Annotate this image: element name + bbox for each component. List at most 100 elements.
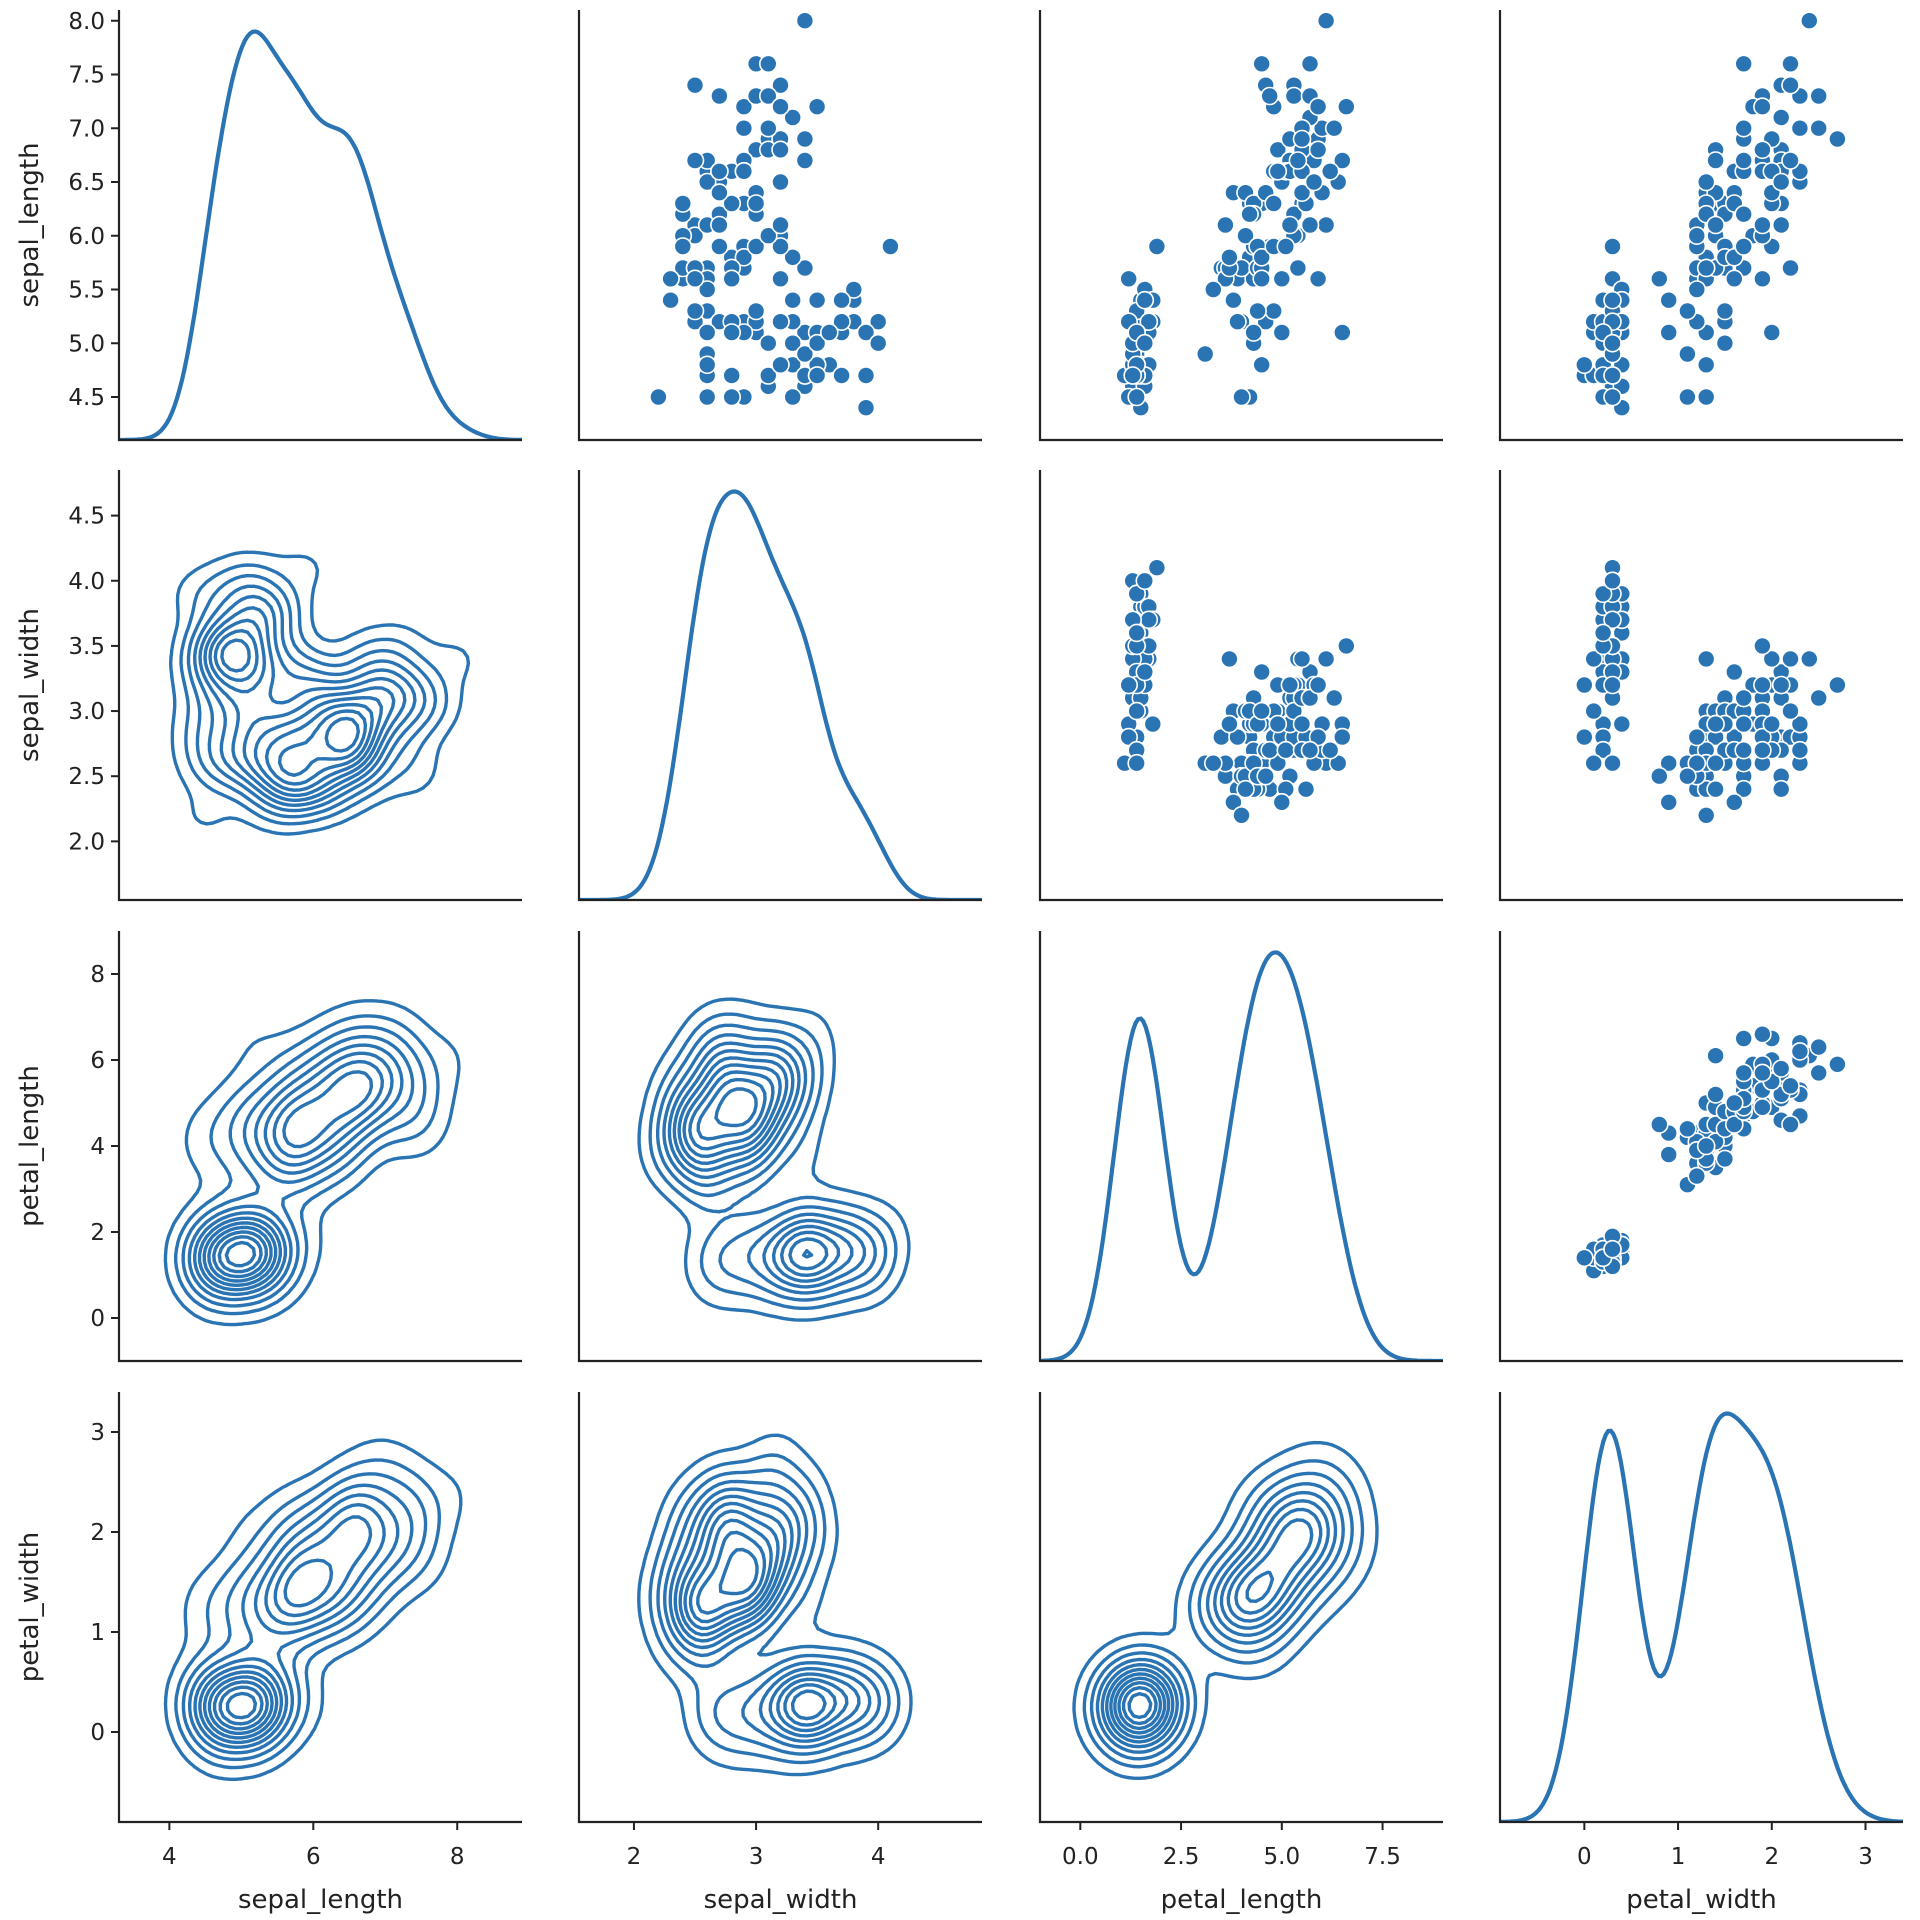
kde-contour-level-4 [198, 594, 417, 807]
scatter-point [758, 86, 778, 106]
panel-sepal_length-vs-sepal_length: 4.5 5.0 5.5 6.0 6.5 7.0 7.5 8.0 sepal_length [15, 9, 522, 442]
scatter-point [771, 312, 790, 332]
kde-contour-level-5 [198, 1503, 386, 1745]
scatter-point [1135, 571, 1155, 591]
scatter-point [1264, 301, 1283, 321]
scatter-point [1753, 1098, 1772, 1117]
scatter-point [1575, 1248, 1594, 1268]
scatter-point [685, 75, 705, 95]
axis-spines [117, 931, 522, 1363]
kde-contour-level-5 [197, 1051, 394, 1292]
kde-contour-level-9 [696, 1077, 767, 1141]
scatter-point [649, 387, 668, 407]
scatter-point [1575, 355, 1594, 375]
scatter-point [832, 312, 851, 332]
scatter-point [673, 194, 693, 213]
scatter-point [1725, 662, 1744, 682]
scatter-point [697, 355, 717, 375]
kde-contour-level-7 [207, 1558, 334, 1735]
kde-contour-level-9 [1121, 1686, 1158, 1726]
scatter-point [783, 333, 803, 353]
scatter-point [1276, 740, 1296, 760]
scatter-point [1706, 1046, 1725, 1065]
kde-contour-level-3 [662, 1033, 877, 1295]
panel-petal_width-vs-petal_length: 0.0 2.5 5.0 7.5 petal_length [1038, 1392, 1443, 1915]
kde-contour-level-0 [637, 997, 911, 1322]
kde-contour-level-0 [169, 550, 471, 836]
scatter-point [1324, 118, 1344, 138]
scatter-point [758, 366, 778, 385]
scatter-point [1603, 753, 1622, 773]
x-tick-label: 4 [871, 1844, 886, 1870]
kde-contour-level-10 [224, 1240, 257, 1268]
scatter-point [1333, 727, 1352, 747]
panel-body [1072, 1440, 1379, 1780]
axis-spines [577, 470, 982, 902]
kde-contour-level-10 [324, 716, 360, 753]
scatter-point [1337, 97, 1356, 116]
x-tick-label: 5.0 [1264, 1844, 1301, 1870]
scatter-point [771, 237, 790, 256]
scatter-point [771, 172, 790, 192]
scatter-point [1264, 194, 1283, 213]
scatter-point [1244, 323, 1263, 342]
scatter-point [1272, 323, 1292, 342]
scatter-point [1650, 269, 1669, 289]
kde-contour-level-1 [174, 1458, 441, 1770]
y-tick-label: 2.0 [68, 829, 105, 855]
scatter-point [795, 258, 815, 278]
scatter-point [1687, 753, 1707, 773]
scatter-point [1584, 701, 1603, 721]
panel-petal_length-vs-sepal_length: 0 2 4 6 8 petal_length [15, 931, 522, 1363]
scatter-point [1127, 701, 1146, 721]
axis-spines [577, 10, 982, 442]
y-axis-label: sepal_length [15, 142, 45, 307]
kde-contour-level-0 [1072, 1440, 1379, 1780]
x-tick-label: 2.5 [1163, 1844, 1200, 1870]
y-tick-label: 5.5 [68, 278, 105, 304]
panel-petal_width-vs-sepal_width: 2 3 4 sepal_width [577, 1392, 982, 1915]
scatter-point [1725, 269, 1744, 289]
scatter-point [1603, 610, 1622, 630]
scatter-point [807, 333, 827, 353]
scatter-point [1781, 151, 1800, 170]
scatter-point [1706, 1085, 1725, 1104]
scatter-point [1790, 740, 1810, 760]
axis-spines [1038, 470, 1443, 902]
scatter-point [1781, 258, 1800, 278]
scatter-point [746, 301, 766, 321]
scatter-point [685, 151, 705, 170]
scatter-point [856, 398, 876, 418]
panel-body [637, 1433, 913, 1777]
scatter-point [1771, 108, 1791, 127]
kde-contour-level-7 [1113, 1518, 1314, 1735]
scatter-point [1734, 151, 1753, 170]
scatter-point [1678, 344, 1697, 364]
scatter-point [1252, 247, 1271, 267]
kde-contour-level-5 [672, 1049, 854, 1283]
panel-sepal_width-vs-petal_width [1498, 470, 1903, 902]
scatter-point [710, 162, 729, 181]
scatter-point [1734, 779, 1753, 799]
axis-spines [1498, 1392, 1903, 1824]
scatter-point [1119, 675, 1138, 695]
scatter-point [1809, 118, 1828, 138]
scatter-point [1333, 151, 1352, 170]
scatter-point [1725, 792, 1744, 812]
y-tick-label: 3 [90, 1420, 105, 1446]
scatter-point [1127, 623, 1146, 643]
scatter-point [1147, 558, 1167, 578]
panel-body [119, 29, 522, 440]
x-tick-label: 1 [1671, 1844, 1686, 1870]
kde-contour-level-10 [714, 1087, 758, 1128]
axis-spines [117, 10, 522, 442]
scatter-point [1781, 701, 1800, 721]
scatter-point [1659, 290, 1678, 310]
kde-contour-level-0 [163, 1438, 463, 1781]
y-tick-label: 0 [90, 1306, 105, 1332]
scatter-point [807, 97, 827, 116]
scatter-point [1696, 258, 1716, 278]
scatter-point [722, 366, 742, 385]
kde-contour-level-5 [1105, 1499, 1330, 1744]
scatter-point [1240, 204, 1259, 224]
